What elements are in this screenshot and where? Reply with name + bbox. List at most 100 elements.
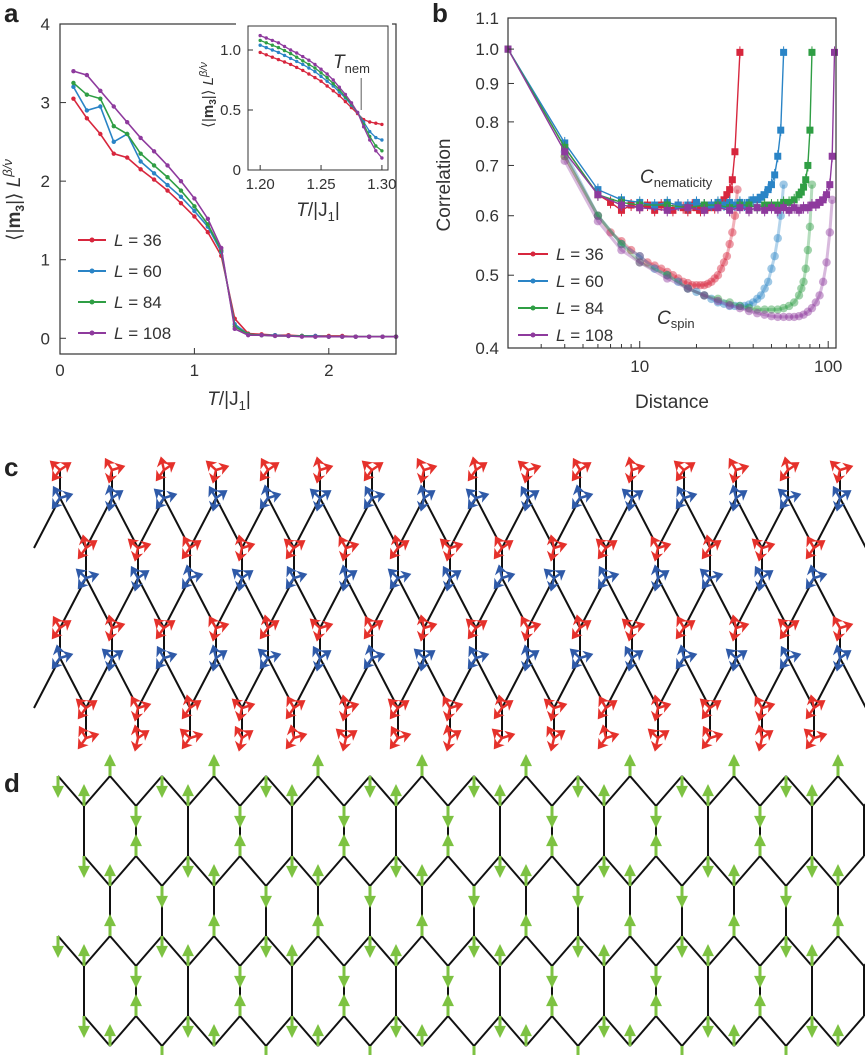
d-spin-arrow (754, 834, 766, 847)
chart-a-main: 0 1 2 0 1 2 3 4 ⟨|m3|⟩ Lβ/ν T/|J1| L = 36 L = 60… (0, 15, 399, 413)
a-point (111, 104, 116, 109)
a-legend-label: L = 108 (114, 324, 171, 343)
d-bond (421, 855, 449, 887)
a-point (151, 163, 157, 168)
d-bond (473, 855, 501, 887)
d-spin-arrow (572, 785, 584, 798)
ai-xtick-label: 1.25 (306, 176, 335, 193)
panel-label-a: a (4, 0, 19, 28)
d-spin-arrow (130, 975, 142, 988)
d-bond (265, 935, 293, 967)
c-spin-arrow (319, 650, 332, 661)
b-nem-point (761, 191, 769, 199)
c-spin-arrow (182, 535, 194, 548)
b-spin-point (707, 277, 716, 286)
d-spin-arrow (234, 994, 246, 1007)
d-spin-arrow (442, 834, 454, 847)
d-bond (421, 935, 449, 967)
d-spin-arrow (806, 1025, 818, 1038)
d-spin-arrow (234, 815, 246, 828)
c-spin-arrow (267, 462, 280, 473)
d-spin-arrow (364, 945, 376, 958)
d-bond (837, 935, 865, 967)
b-ytick-label: 0.4 (475, 339, 499, 358)
ai-point (282, 48, 287, 53)
b-nem-point (771, 171, 779, 179)
a-point (232, 326, 237, 332)
ai-point (258, 33, 262, 38)
d-spin-arrow (156, 785, 168, 798)
ai-point (258, 43, 262, 47)
c-spin-arrow (397, 700, 410, 711)
chart-b-xlabel: Distance (635, 392, 709, 413)
b-nem-point (720, 201, 728, 209)
b-spin-point (779, 303, 788, 313)
c-spin-arrow (231, 568, 244, 580)
c-spin-arrow (579, 462, 592, 473)
c-spin-arrow (78, 725, 90, 738)
a-point (299, 334, 305, 339)
a-legend-dot (89, 268, 95, 274)
ai-point (264, 41, 268, 45)
c-spin-arrow (285, 737, 297, 750)
b-spin-point (713, 271, 723, 280)
b-spin-point (700, 291, 709, 300)
c-spin-arrow (494, 535, 506, 548)
d-bond (655, 855, 683, 887)
d-bond (291, 935, 319, 967)
a-legend-dot (89, 299, 95, 305)
d-bond (369, 855, 397, 887)
d-bond (135, 1015, 163, 1047)
a-point (125, 155, 130, 160)
b-legend-dot (530, 332, 536, 338)
d-bond (473, 775, 501, 807)
d-spin-arrow (676, 785, 688, 798)
ai-point (337, 93, 342, 98)
a-point (340, 334, 345, 339)
b-spin-point (767, 311, 776, 321)
b-nem-point (684, 204, 692, 212)
c-spin-arrow (449, 570, 462, 581)
b-nem-point (785, 198, 793, 206)
d-bond (655, 935, 683, 967)
b-nem-point (785, 206, 793, 214)
c-spin-arrow (761, 730, 774, 741)
c-spin-arrow (51, 627, 63, 640)
c-spin-arrow (527, 490, 540, 501)
c-spin-arrow (260, 457, 272, 470)
c-spin-arrow (309, 488, 322, 500)
b-nem-point (780, 204, 788, 212)
a-ytick-label: 3 (41, 94, 50, 113)
d-spin-arrow (286, 1025, 298, 1038)
c-spin-arrow (181, 737, 193, 750)
c-spin-arrow (259, 469, 271, 482)
chart-a-inset-frame (247, 25, 389, 171)
b-spin-point (825, 228, 835, 237)
c-spin-arrow (571, 497, 583, 510)
d-spin-arrow (156, 895, 168, 908)
b-spin-point (805, 222, 815, 231)
c-spin-arrow (543, 568, 556, 580)
d-spin-arrow (494, 1025, 506, 1038)
b-spin-point (635, 251, 644, 261)
a-ytick-label: 2 (41, 172, 50, 191)
b-spin-point (752, 294, 762, 304)
c-spin-arrow (520, 485, 532, 498)
c-spin-arrow (345, 570, 358, 581)
b-spin-point (617, 239, 626, 249)
ai-point (325, 84, 329, 88)
c-spin-arrow (787, 620, 800, 631)
d-spin-arrow (182, 1025, 194, 1038)
c-spin-arrow (179, 728, 192, 740)
b-spin-point (650, 261, 659, 270)
chart-a-xlabel: T/|J1| (207, 389, 251, 413)
c-spin-arrow (777, 618, 790, 630)
d-bond (837, 855, 865, 887)
ai-point (331, 81, 335, 86)
d-spin-arrow (260, 785, 272, 798)
b-spin-point (683, 284, 693, 293)
d-spin-arrow (598, 784, 610, 797)
b-spin-point (700, 291, 709, 300)
b-spin-point (713, 298, 723, 307)
b-nem-point (723, 191, 731, 199)
